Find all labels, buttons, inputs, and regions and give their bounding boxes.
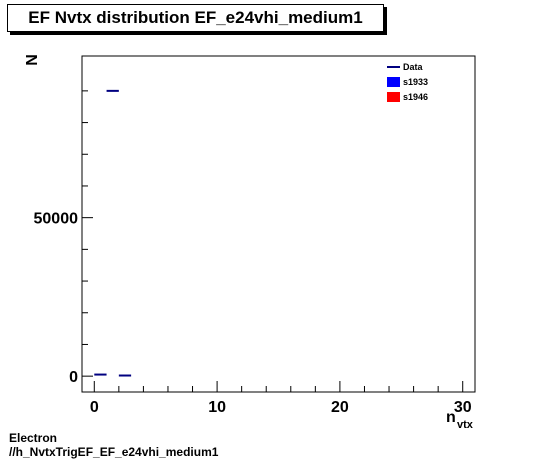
legend-marker-s1946 [387,92,400,102]
y-tick-label: 0 [69,369,78,386]
x-tick-label: 10 [208,399,226,416]
legend-entry-label: s1946 [403,92,428,102]
y-axis-label: N [24,54,41,66]
caption-line-1: Electron [9,431,58,445]
legend-entry-label: Data [403,62,424,72]
legend-entry-label: s1933 [403,77,428,87]
x-tick-label: 30 [454,399,472,416]
x-axis-label-subscript: vtx [457,419,474,431]
y-tick-label: 50000 [34,211,79,228]
chart-title: EF Nvtx distribution EF_e24vhi_medium1 [28,8,363,27]
caption-line-2: //h_NvtxTrigEF_EF_e24vhi_medium1 [9,445,219,459]
x-tick-label: 0 [90,399,99,416]
plot-frame [81,55,476,393]
x-tick-label: 20 [331,399,349,416]
x-axis-label: n [446,409,456,426]
chart-title-box: EF Nvtx distribution EF_e24vhi_medium1 [7,4,384,32]
legend-marker-s1933 [387,77,400,87]
